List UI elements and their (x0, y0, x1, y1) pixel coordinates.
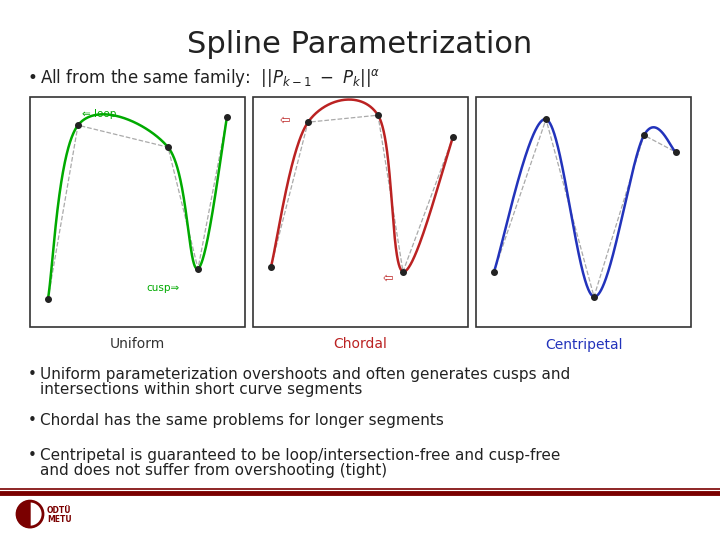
Text: Chordal: Chordal (333, 338, 387, 352)
Text: •: • (28, 367, 37, 382)
Text: ODTÜ: ODTÜ (47, 505, 71, 515)
Text: Centripetal: Centripetal (545, 338, 622, 352)
Text: All from the same family:  $||P_{k-1}\ -\ P_k||^{\alpha}$: All from the same family: $||P_{k-1}\ -\… (40, 68, 380, 89)
Text: Chordal has the same problems for longer segments: Chordal has the same problems for longer… (40, 413, 444, 428)
Text: cusp⇒: cusp⇒ (146, 283, 179, 293)
Text: Centripetal is guaranteed to be loop/intersection-free and cusp-free: Centripetal is guaranteed to be loop/int… (40, 448, 560, 463)
Text: ⇦: ⇦ (383, 271, 394, 284)
Wedge shape (17, 501, 30, 527)
Text: •: • (28, 448, 37, 463)
Text: intersections within short curve segments: intersections within short curve segment… (40, 382, 362, 397)
Text: ⇦: ⇦ (280, 114, 290, 127)
Text: METU: METU (47, 515, 71, 524)
Text: •: • (28, 413, 37, 428)
Text: ⇐ loop: ⇐ loop (82, 109, 117, 119)
Bar (476, 97, 691, 327)
Text: Uniform parameterization overshoots and often generates cusps and: Uniform parameterization overshoots and … (40, 367, 570, 382)
Bar (30, 97, 245, 327)
Text: Uniform: Uniform (110, 338, 165, 352)
Text: •: • (28, 69, 38, 87)
Bar (253, 97, 468, 327)
Text: and does not suffer from overshooting (tight): and does not suffer from overshooting (t… (40, 463, 387, 478)
Text: Spline Parametrization: Spline Parametrization (187, 30, 533, 59)
